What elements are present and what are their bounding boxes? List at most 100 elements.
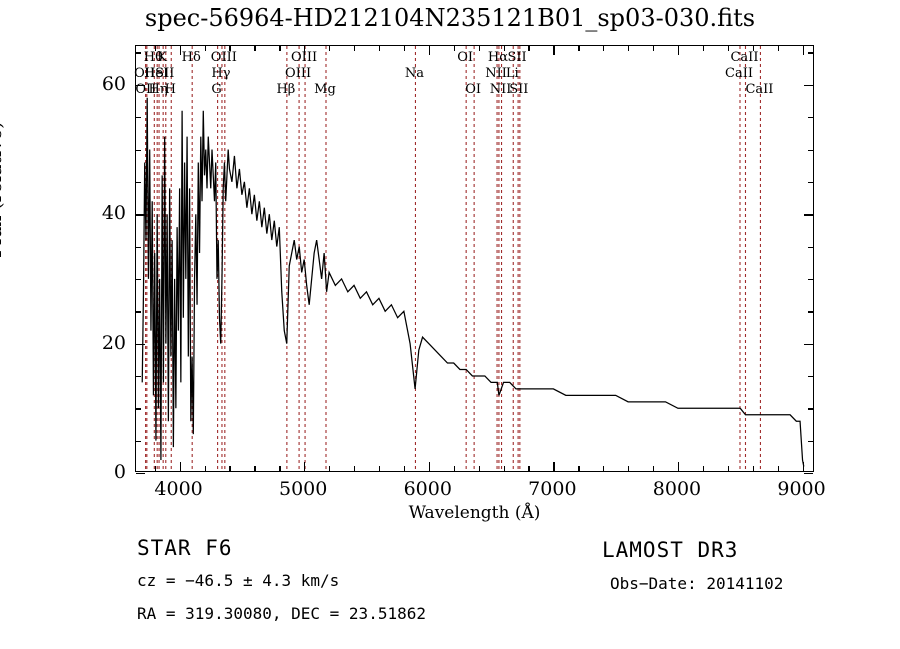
- x-tick-minor: [329, 466, 331, 471]
- line-label-oiii: OIII: [285, 66, 312, 81]
- line-label-oii: OII: [135, 82, 157, 97]
- plot-canvas: [136, 46, 813, 471]
- x-tick-minor: [628, 466, 630, 471]
- line-label-sii: SII: [509, 82, 529, 97]
- observation-date-text: Obs−Date: 20141102: [610, 574, 784, 593]
- y-tick-right-minor: [808, 117, 813, 119]
- line-label-li: Li: [505, 66, 519, 81]
- line-label-k: K: [157, 50, 168, 65]
- line-label-sii: SII: [155, 66, 175, 81]
- x-tick-label: 6000: [403, 478, 452, 500]
- x-tick-top-minor: [354, 46, 356, 51]
- line-label-caii: CaII: [730, 50, 759, 65]
- x-tick-top-minor: [279, 46, 281, 51]
- x-tick-top-minor: [578, 46, 580, 51]
- x-tick-minor: [279, 466, 281, 471]
- x-tick-top-minor: [603, 46, 605, 51]
- x-tick-top: [802, 46, 804, 55]
- y-tick-right-minor: [808, 246, 813, 248]
- line-label-g: G: [211, 82, 222, 97]
- y-tick-right-minor: [808, 278, 813, 281]
- y-tick-right: [804, 473, 813, 475]
- y-tick-major: [136, 84, 145, 87]
- x-tick-label: 7000: [528, 478, 577, 500]
- x-tick-minor: [453, 466, 455, 471]
- x-tick-top-minor: [752, 46, 754, 51]
- x-tick-top-minor: [528, 46, 530, 51]
- line-label-hη: Hη: [148, 82, 168, 97]
- x-tick-top-minor: [702, 46, 705, 51]
- x-tick-top: [179, 46, 181, 55]
- x-tick-top-minor: [329, 46, 331, 51]
- x-tick-minor: [354, 466, 356, 471]
- line-label-hθ: Hθ: [143, 50, 163, 65]
- spectrum-plot: [135, 45, 814, 475]
- x-tick-major: [304, 462, 306, 471]
- line-label-hei: HeI: [144, 66, 169, 81]
- x-tick-major: [179, 462, 181, 471]
- y-tick-major: [136, 343, 145, 345]
- line-label-oi: OI: [465, 82, 482, 97]
- x-tick-top-minor: [453, 46, 455, 51]
- y-tick-right-minor: [808, 408, 813, 410]
- y-tick-minor: [136, 408, 141, 410]
- line-label-nii: NII: [489, 82, 512, 97]
- x-tick-top: [304, 46, 306, 55]
- x-tick-minor: [578, 466, 580, 471]
- y-tick-minor: [136, 440, 141, 442]
- x-tick-minor: [154, 466, 156, 471]
- x-tick-minor: [752, 466, 754, 471]
- x-tick-major: [677, 462, 680, 471]
- x-axis-title: Wavelength (Å): [408, 503, 541, 523]
- y-tick-minor: [136, 375, 141, 378]
- x-tick-top-minor: [478, 46, 480, 51]
- y-tick-major: [136, 214, 145, 216]
- line-label-caii: CaII: [745, 82, 774, 97]
- y-tick-major: [136, 473, 145, 475]
- x-tick-top-minor: [378, 46, 381, 51]
- object-class-text: STAR F6: [137, 536, 233, 560]
- x-tick-top-minor: [653, 46, 655, 51]
- y-tick-right-minor: [808, 311, 813, 313]
- line-label-oii: OII: [134, 66, 156, 81]
- y-tick-label: 40: [101, 202, 126, 225]
- x-tick-minor: [254, 466, 256, 471]
- x-tick-top: [428, 46, 431, 55]
- y-tick-minor: [136, 278, 141, 281]
- x-tick-label: 8000: [652, 478, 702, 500]
- y-tick-right-minor: [808, 149, 813, 151]
- x-tick-top-minor: [777, 46, 779, 51]
- line-label-mg: Mg: [314, 82, 336, 97]
- y-tick-right: [804, 84, 813, 87]
- line-label-nii: NII: [485, 66, 507, 81]
- y-tick-minor: [136, 117, 141, 119]
- spectral-line-labels: OII OII Hθ HeI Hη K SII H Hδ Hγ G OIII Hβ OIII OIII Mg N…: [134, 45, 814, 105]
- x-tick-label: 5000: [279, 478, 328, 500]
- line-label-h: H: [164, 82, 176, 97]
- x-tick-top-minor: [403, 46, 406, 51]
- line-label-hδ: Hδ: [181, 50, 201, 65]
- x-tick-minor: [653, 466, 655, 471]
- x-tick-minor: [378, 466, 381, 471]
- line-label-oi: OI: [457, 50, 474, 65]
- x-tick-top: [677, 46, 680, 55]
- y-tick-right-minor: [808, 181, 813, 184]
- x-tick-top-minor: [154, 46, 156, 51]
- x-tick-minor: [727, 466, 730, 471]
- y-tick-label: 20: [101, 331, 126, 354]
- x-tick-major: [428, 462, 431, 471]
- redshift-velocity-text: cz = −46.5 ± 4.3 km/s: [137, 571, 340, 590]
- y-tick-minor: [136, 246, 141, 248]
- y-tick-right: [804, 214, 813, 216]
- x-tick-minor: [403, 466, 406, 471]
- y-tick-right-minor: [808, 440, 813, 442]
- x-tick-minor: [702, 466, 705, 471]
- survey-name-text: LAMOST DR3: [602, 538, 739, 562]
- line-label-hβ: Hβ: [276, 82, 296, 97]
- x-tick-top-minor: [254, 46, 256, 51]
- x-tick-minor: [229, 466, 231, 471]
- x-tick-minor: [503, 466, 505, 471]
- x-tick-minor: [478, 466, 480, 471]
- x-tick-minor: [777, 466, 779, 471]
- x-tick-minor: [204, 466, 206, 471]
